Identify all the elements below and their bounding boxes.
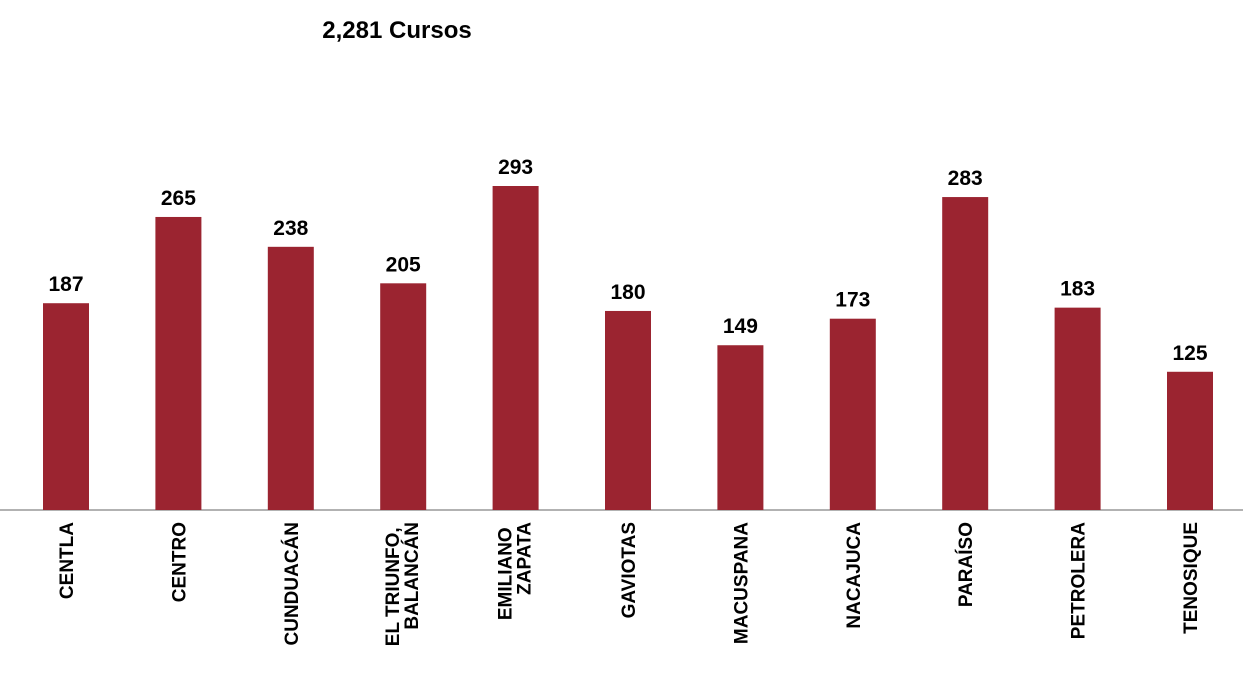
x-tick-label: PARAÍSO [955, 522, 977, 607]
value-label: 173 [835, 289, 870, 312]
chart-title: 2,281 Cursos [322, 17, 471, 44]
bar [942, 197, 989, 510]
x-tick-label: EL TRIUNFO, BALANCÁN [383, 522, 423, 646]
x-tick-label: NACAJUCA [844, 522, 865, 629]
x-tick-label: TENOSIQUE [1181, 522, 1202, 634]
value-label: 187 [48, 273, 83, 296]
x-tick-label: MACUSPANA [731, 522, 752, 644]
x-tick-label: EMILIANO ZAPATA [496, 522, 536, 620]
value-label: 183 [1060, 278, 1095, 301]
bar [605, 310, 651, 510]
value-label: 265 [161, 187, 196, 210]
bar [267, 246, 314, 511]
x-tick-label: CENTLA [57, 522, 78, 599]
bar [829, 318, 876, 510]
value-label: 293 [498, 156, 533, 179]
value-label: 180 [610, 281, 645, 304]
bar [43, 303, 89, 510]
bar [492, 186, 539, 510]
bar [717, 345, 764, 510]
value-label: 205 [386, 253, 421, 276]
x-tick-label: GAVIOTAS [619, 522, 640, 618]
bar [1167, 371, 1213, 510]
value-label: 125 [1172, 342, 1207, 365]
bar [380, 283, 427, 510]
bar [155, 216, 202, 510]
value-label: 283 [948, 167, 983, 190]
bar [1054, 307, 1101, 510]
x-tick-label: CUNDUACÁN [281, 522, 303, 646]
x-tick-label: CENTRO [169, 522, 190, 602]
value-label: 238 [273, 217, 308, 240]
value-label: 149 [723, 315, 758, 338]
x-tick-label: PETROLERA [1069, 522, 1090, 639]
